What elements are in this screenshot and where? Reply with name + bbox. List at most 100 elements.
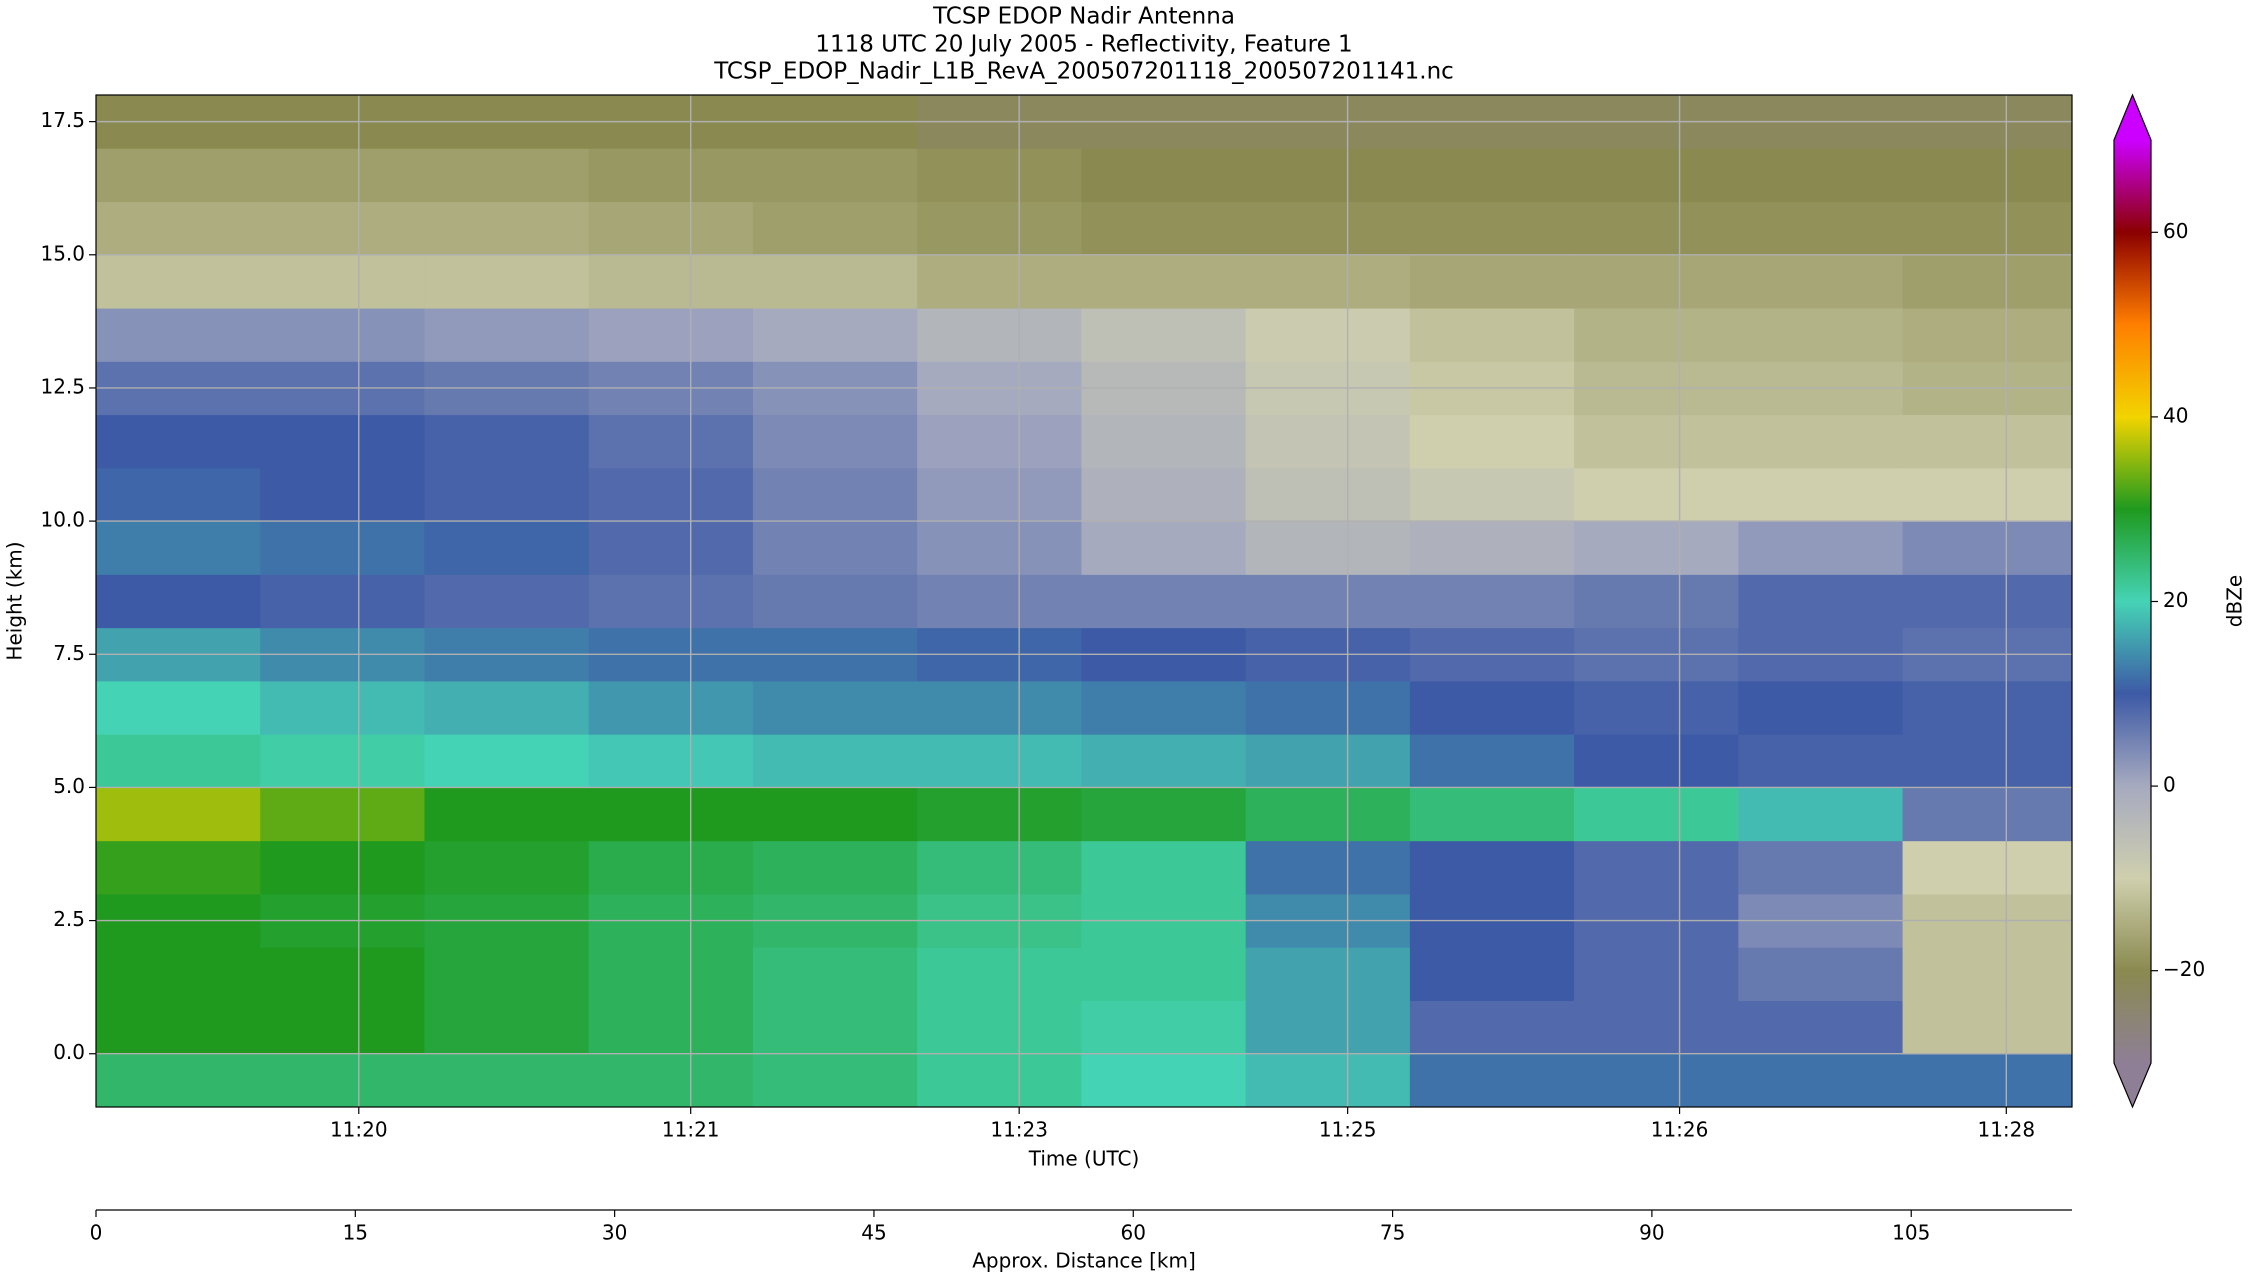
heatmap-cell [588,947,754,1001]
heatmap-cell [588,574,754,629]
heatmap-cell [1902,467,2073,522]
heatmap-cell [260,414,425,469]
heatmap-cell [1081,254,1247,309]
heatmap-cell [1245,734,1411,788]
x2-tick-label: 45 [861,1221,886,1245]
heatmap-cell [917,574,1082,629]
heatmap-cell [96,414,261,469]
heatmap-cell [1081,734,1247,788]
heatmap-cell [1409,148,1575,203]
heatmap-cell [260,254,425,309]
heatmap-cell [424,308,590,362]
x-tick-label: 11:23 [990,1118,1048,1142]
heatmap-cell [1081,308,1247,362]
heatmap-cell [1902,521,2073,575]
heatmap-cell [588,521,754,575]
colorbar-tick-label: −20 [2163,957,2205,981]
x2-tick-label: 15 [343,1221,368,1245]
heatmap-cell [752,467,918,522]
heatmap-cell [424,1053,590,1108]
heatmap-cell [1409,734,1575,788]
heatmap-cell [1574,1053,1739,1108]
y-tick-label: 10.0 [40,508,85,532]
heatmap-cell [1081,414,1247,469]
heatmap-cell [1902,254,2073,309]
heatmap-cell [917,308,1082,362]
heatmap-cell [1574,467,1739,522]
heatmap-cell [1574,521,1739,575]
heatmap-cell [917,201,1082,256]
heatmap-cell [1081,1000,1247,1055]
heatmap-cell [1081,467,1247,522]
heatmap-cell [588,254,754,309]
heatmap-cell [1081,521,1247,575]
heatmap-cell [1081,947,1247,1001]
heatmap-cell [1738,1000,1904,1055]
heatmap-cell [260,1053,425,1108]
heatmap-cell [96,574,261,629]
heatmap-cell [1245,521,1411,575]
heatmap-cell [588,1053,754,1108]
x2-tick-label: 90 [1639,1221,1664,1245]
x2-axis-label: Approx. Distance [km] [972,1249,1196,1273]
heatmap-cell [1574,148,1739,203]
heatmap-cell [588,308,754,362]
x-tick-label: 11:28 [1977,1118,2035,1142]
heatmap-cell [424,947,590,1001]
heatmap-cell [1738,574,1904,629]
heatmap-cell [96,734,261,788]
heatmap-cell [1902,574,2073,629]
heatmap-cell [1245,787,1411,842]
y-tick-label: 17.5 [40,108,85,132]
heatmap-cell [752,680,918,735]
heatmap-cell [1902,1053,2073,1108]
x2-tick-label: 30 [602,1221,627,1245]
heatmap-cell [1409,840,1575,895]
heatmap-cell [1409,414,1575,469]
heatmap-cell [752,201,918,256]
colorbar-frame [2113,93,2152,1109]
heatmap-cell [1409,1000,1575,1055]
heatmap-cell [752,1053,918,1108]
heatmap-cell [752,1000,918,1055]
heatmap-cell [1409,254,1575,309]
heatmap-cell [424,840,590,895]
heatmap-cell [424,734,590,788]
heatmap-cell [1245,254,1411,309]
heatmap-cell [424,574,590,629]
heatmap-cell [260,680,425,735]
heatmap-cell [752,787,918,842]
heatmap-cell [1738,308,1904,362]
heatmap-cell [1081,680,1247,735]
heatmap-cell [260,574,425,629]
heatmap-cell [260,947,425,1001]
x2-tick-label: 105 [1892,1221,1930,1245]
heatmap-cell [1574,414,1739,469]
heatmap-cell [1574,308,1739,362]
heatmap-cell [1409,521,1575,575]
heatmap-cell [917,680,1082,735]
heatmap-cell [1574,201,1739,256]
colorbar-label: dBZe [2223,575,2247,627]
heatmap-cell [917,787,1082,842]
heatmap-cell [1902,148,2073,203]
heatmap-cell [1902,840,2073,895]
heatmap-cell [1738,148,1904,203]
x-tick-label: 11:20 [330,1118,388,1142]
heatmap-cell [96,201,261,256]
heatmap-cell [1738,1053,1904,1108]
heatmap-cell [588,787,754,842]
heatmap-cell [424,680,590,735]
heatmap-cell [260,521,425,575]
heatmap-cell [1902,308,2073,362]
x-tick-label: 11:21 [662,1118,720,1142]
heatmap-cell [588,201,754,256]
heatmap-cell [1245,201,1411,256]
heatmap-cell [1738,414,1904,469]
colorbar [2114,140,2151,1063]
heatmap-cell [1738,734,1904,788]
heatmap-cell [1245,947,1411,1001]
heatmap-cell [260,467,425,522]
heatmap-cell [588,734,754,788]
